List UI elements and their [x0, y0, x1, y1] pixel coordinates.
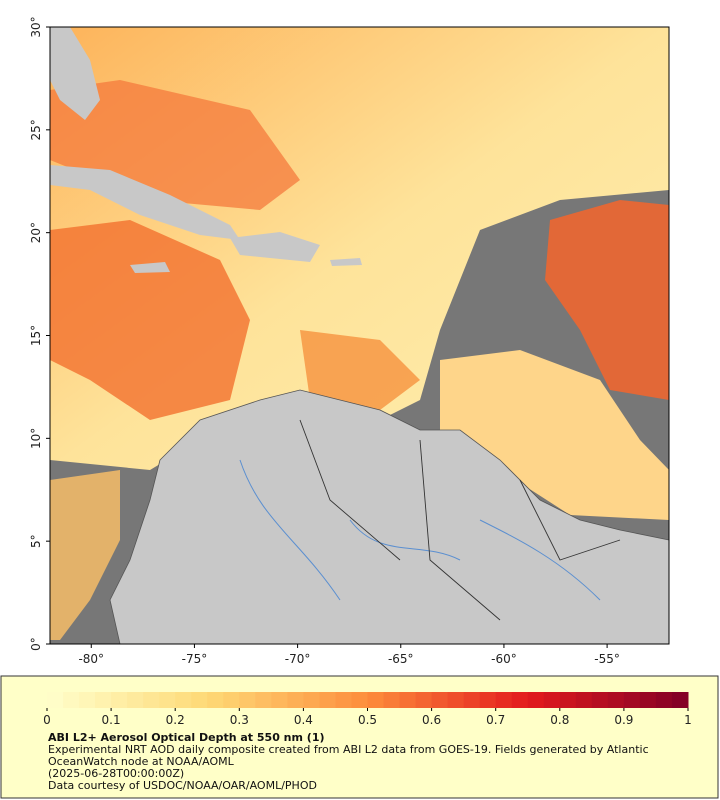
x-tick-label: -65° [388, 652, 414, 666]
colorbar-bin [511, 692, 529, 708]
land [50, 27, 100, 120]
colorbar-bin [479, 692, 497, 708]
x-tick-label: -80° [78, 652, 104, 666]
y-tick-label: 30° [29, 16, 43, 37]
y-tick-label: 25° [29, 119, 43, 140]
colorbar-tick-label: 0.7 [486, 713, 505, 727]
land [50, 165, 240, 240]
colorbar-bin [415, 692, 433, 708]
map-image [50, 27, 669, 644]
x-tick-label: -75° [182, 652, 208, 666]
colorbar: 0 0.1 0.2 0.3 0.4 0.5 0.6 0.7 0.8 0.9 1 [43, 692, 692, 727]
colorbar-tick-label: 0.9 [614, 713, 633, 727]
colorbar-bin [287, 692, 304, 708]
colorbar-bin [495, 692, 513, 708]
colorbar-tick-label: 0.6 [422, 713, 441, 727]
colorbar-tick-label: 0.3 [230, 713, 249, 727]
colorbar-bin [447, 692, 465, 708]
land [130, 262, 170, 273]
colorbar-bin [319, 692, 336, 708]
colorbar-tick-label: 0.8 [550, 713, 569, 727]
river [239, 459, 601, 601]
colorbar-bin [143, 692, 160, 708]
colorbar-bin [399, 692, 417, 708]
aerosol-high [50, 220, 250, 420]
colorbar-bin [175, 692, 192, 708]
colorbar-bin [367, 692, 385, 708]
x-tick-label: -55° [594, 652, 620, 666]
colorbar-bin [303, 692, 320, 708]
colorbar-bin [527, 692, 545, 708]
colorbar-bin [655, 692, 673, 708]
axes: -80° -75° -70° -65° -60° -55° 0° 5° 10° 15° 20° 25°… [29, 16, 620, 666]
x-tick-label: -70° [285, 652, 311, 666]
colorbar-bin [47, 692, 64, 708]
colorbar-tick-label: 0.1 [102, 713, 121, 727]
colorbar-bin [543, 692, 561, 708]
colorbar-bin [239, 692, 256, 708]
colorbar-bin [111, 692, 128, 708]
colorbar-bin [191, 692, 208, 708]
x-tick-label: -60° [491, 652, 517, 666]
caption-line: Data courtesy of USDOC/NOAA/OAR/AOML/PHO… [48, 779, 317, 792]
colorbar-bin [351, 692, 368, 708]
y-tick-label: 0° [29, 637, 43, 651]
land [109, 389, 669, 644]
colorbar-bin [79, 692, 96, 708]
colorbar-bin [271, 692, 288, 708]
colorbar-bin [639, 692, 657, 708]
y-tick-label: 5° [29, 534, 43, 548]
colorbar-bin [159, 692, 176, 708]
colorbar-bin [63, 692, 80, 708]
y-tick-label: 20° [29, 222, 43, 243]
caption-line: Experimental NRT AOD daily composite cre… [48, 743, 649, 768]
colorbar-bin [575, 692, 593, 708]
border [299, 419, 621, 621]
colorbar-bin [431, 692, 449, 708]
colorbar-bin [607, 692, 625, 708]
y-tick-label: 10° [29, 428, 43, 449]
colorbar-bin [559, 692, 577, 708]
land [230, 232, 320, 262]
caption-line: (2025-06-28T00:00:00Z) [48, 767, 185, 780]
colorbar-bin [335, 692, 352, 708]
colorbar-tick-label: 0 [43, 713, 51, 727]
colorbar-bin [127, 692, 144, 708]
colorbar-bin [223, 692, 240, 708]
y-tick-label: 15° [29, 325, 43, 346]
colorbar-bin [95, 692, 112, 708]
colorbar-bin [591, 692, 609, 708]
colorbar-tick-label: 0.4 [294, 713, 313, 727]
aerosol-high [300, 330, 420, 410]
land [330, 258, 362, 266]
colorbar-tick-label: 1 [684, 713, 692, 727]
colorbar-bin [255, 692, 272, 708]
colorbar-bin [207, 692, 224, 708]
aerosol-high [545, 200, 669, 400]
colorbar-tick-label: 0.5 [358, 713, 377, 727]
aerosol-field [440, 350, 669, 520]
caption: ABI L2+ Aerosol Optical Depth at 550 nm … [48, 732, 688, 792]
colorbar-tick-label: 0.2 [166, 713, 185, 727]
colorbar-bin [383, 692, 401, 708]
colorbar-bin [623, 692, 641, 708]
aerosol-field [50, 470, 120, 640]
colorbar-bin [463, 692, 481, 708]
colorbar-bin [671, 692, 689, 708]
colorbar-title: ABI L2+ Aerosol Optical Depth at 550 nm … [48, 731, 325, 744]
